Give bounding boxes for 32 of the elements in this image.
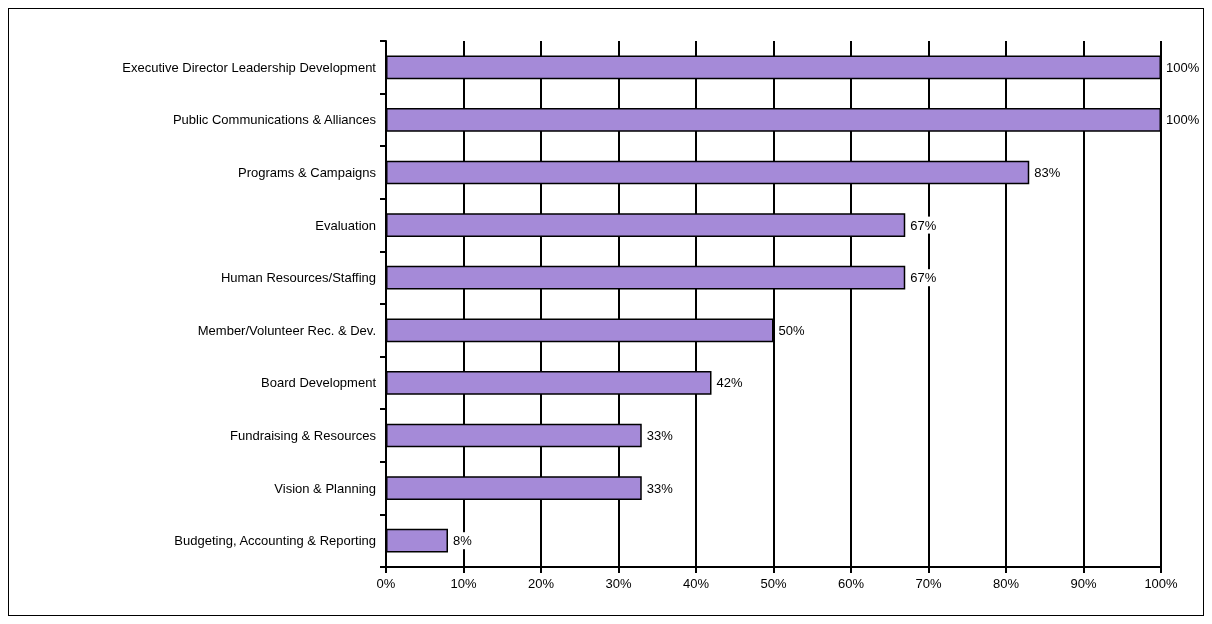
x-tick-label: 20% xyxy=(527,576,555,591)
x-tick-label: 80% xyxy=(992,576,1020,591)
y-tick-label: Fundraising & Resources xyxy=(230,428,377,443)
x-tick-label: 40% xyxy=(682,576,710,591)
data-label: 67% xyxy=(910,217,937,233)
data-label: 50% xyxy=(778,322,805,338)
x-tick-label: 90% xyxy=(1070,576,1097,591)
x-tick-label: 50% xyxy=(760,576,787,591)
y-tick-label: Public Communications & Alliances xyxy=(172,112,377,128)
x-tick-label: 100% xyxy=(1144,576,1179,591)
x-tick-label: 60% xyxy=(837,576,865,591)
data-label: 100% xyxy=(1166,112,1200,128)
bar xyxy=(386,528,448,553)
data-label: 67% xyxy=(910,270,937,286)
y-tick-label: Vision & Planning xyxy=(274,480,376,496)
data-label: 83% xyxy=(1034,165,1061,180)
y-tick-label: Programs & Campaigns xyxy=(238,165,377,180)
data-label: 33% xyxy=(646,428,674,443)
data-label: 8% xyxy=(453,533,473,549)
data-label: 33% xyxy=(646,480,674,496)
y-tick-label: Member/Volunteer Rec. & Dev. xyxy=(197,322,376,338)
x-tick-label: 0% xyxy=(376,576,396,591)
x-tick-label: 70% xyxy=(915,576,942,591)
y-tick-label: Board Development xyxy=(261,375,377,391)
y-tick-label: Executive Director Leadership Development xyxy=(122,59,377,75)
y-tick-label: Evaluation xyxy=(315,217,376,233)
data-label: 100% xyxy=(1166,59,1200,75)
x-tick-label: 10% xyxy=(450,576,477,591)
x-tick-label: 30% xyxy=(605,576,632,591)
data-label: 42% xyxy=(716,375,743,391)
y-tick-label: Budgeting, Accounting & Reporting xyxy=(174,533,376,549)
y-tick-label: Human Resources/Staffing xyxy=(220,270,376,286)
